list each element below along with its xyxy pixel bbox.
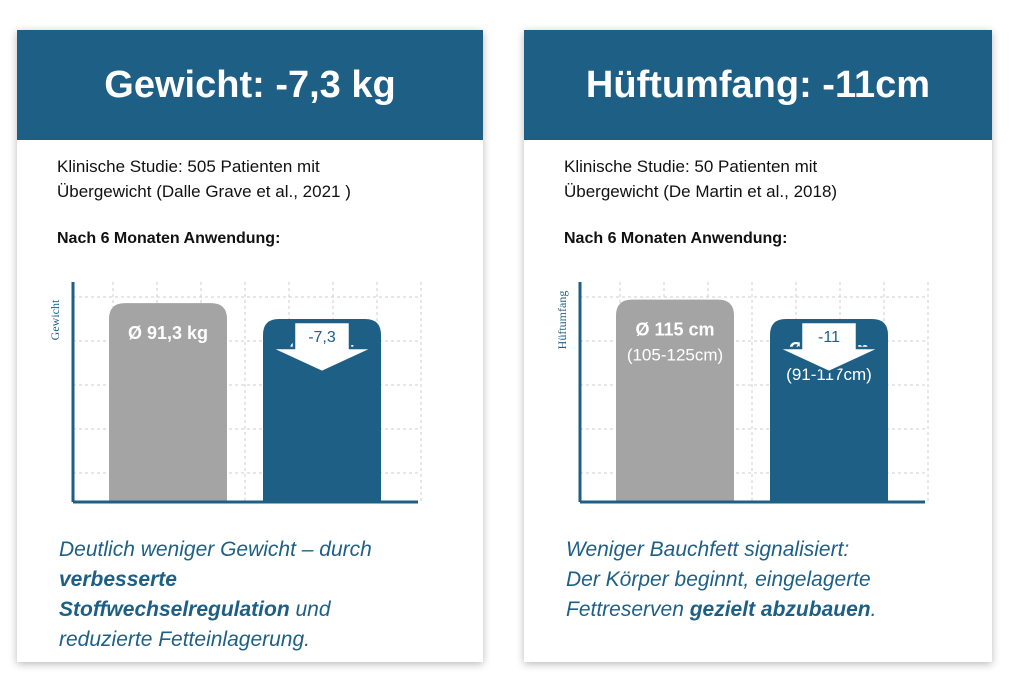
weight-card: Gewicht: -7,3 kg Klinische Studie: 505 P… [17, 30, 483, 662]
subheading: Nach 6 Monaten Anwendung: [57, 230, 281, 247]
tagline: Weniger Bauchfett signalisiert: Der Körp… [566, 535, 976, 625]
tagline-text-1: Deutlich weniger Gewicht – durch [59, 538, 372, 561]
tagline-text-2: Der Körper beginnt, eingelagerte [566, 568, 871, 591]
bar-2 [263, 319, 381, 501]
bar-value-label-1: Ø 91,3 kg [128, 323, 208, 343]
tagline-bold-1: verbesserte [59, 568, 177, 591]
tagline-text-2: und [289, 598, 331, 621]
tagline-bold-1: gezielt abzubauen [689, 598, 871, 621]
study-line-1: Klinische Studie: 505 Patienten mit [57, 157, 320, 176]
hip-card: Hüftumfang: -11cm Klinische Studie: 50 P… [524, 30, 992, 662]
bar-range-label-1: (105-125cm) [627, 346, 723, 365]
bar-range-label-2: (91-117cm) [786, 365, 872, 384]
tagline-text-1: Weniger Bauchfett signalisiert: [566, 538, 850, 561]
y-axis-label: Hüftumfang [555, 291, 569, 350]
difference-arrow [776, 320, 882, 374]
tagline-text-4: . [870, 598, 877, 621]
study-line-2: Übergewicht (Dalle Grave et al., 2021 ) [57, 182, 351, 201]
tagline-text-3: reduzierte Fetteinlagerung. [59, 628, 310, 651]
card-title: Hüftumfang: -11cm [524, 30, 992, 140]
subheading: Nach 6 Monaten Anwendung: [564, 230, 788, 247]
study-line-2: Übergewicht (De Martin et al., 2018) [564, 182, 838, 201]
card-title: Gewicht: -7,3 kg [17, 30, 483, 140]
tagline-bold-2: Stoffwechselregulation [59, 598, 290, 621]
study-info: Klinische Studie: 50 Patienten mit Überg… [564, 154, 964, 204]
difference-arrow [269, 320, 375, 374]
y-axis-label: Gewicht [48, 299, 62, 340]
bar-value-label-1: Ø 115 cm [635, 320, 714, 340]
difference-label: -11 [818, 329, 840, 346]
difference-label: -7,3 [308, 329, 336, 346]
tagline: Deutlich weniger Gewicht – durch verbess… [59, 535, 469, 655]
tagline-text-3: Fettreserven [566, 598, 690, 621]
bar-1 [616, 299, 734, 501]
study-info: Klinische Studie: 505 Patienten mit Über… [57, 154, 457, 204]
study-line-1: Klinische Studie: 50 Patienten mit [564, 157, 818, 176]
bar-2 [770, 318, 888, 501]
bar-1 [109, 303, 227, 501]
